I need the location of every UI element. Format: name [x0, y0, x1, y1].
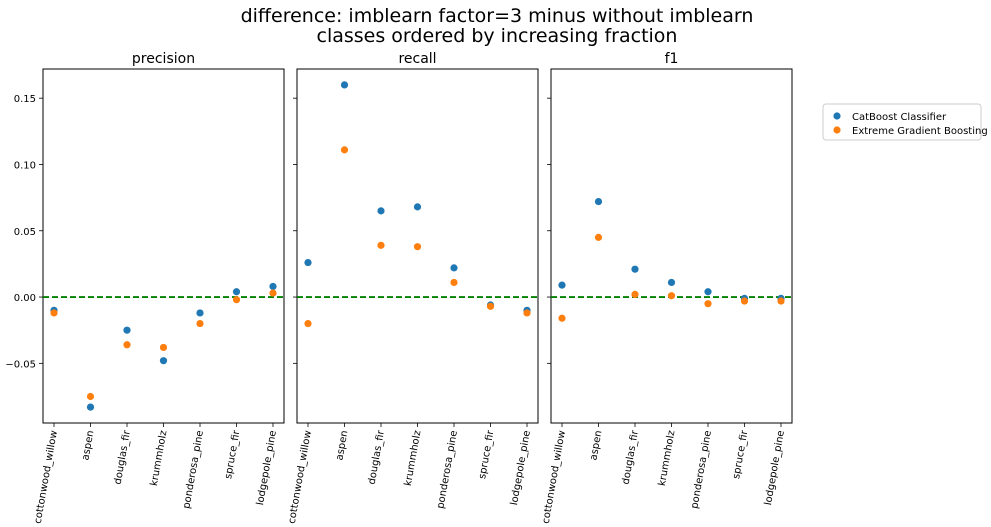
data-point [86, 392, 95, 401]
x-tick-label: aspen [334, 430, 350, 462]
data-point [269, 282, 277, 291]
x-tick-label: aspen [80, 430, 96, 462]
data-point [232, 296, 241, 304]
subplot-title: f1 [665, 51, 679, 67]
x-tick-label: ponderosa_pine [689, 430, 714, 510]
data-point [450, 264, 458, 272]
data-point [777, 297, 785, 305]
x-tick-label: lodgepole_pine [763, 430, 787, 507]
data-point [558, 314, 566, 322]
suptitle-line-2: classes ordered by increasing fraction [317, 25, 678, 47]
x-tick-label: douglas_fir [367, 429, 387, 486]
subplot-title: precision [132, 51, 195, 67]
data-point [740, 297, 749, 305]
y-tick-label: 0.00 [14, 293, 36, 304]
x-tick-label: ponderosa_pine [181, 430, 206, 510]
x-tick-label: douglas_fir [113, 429, 133, 486]
plot-frame [550, 68, 793, 424]
subplots: precision −0.05 0.00 0.05 0.10 0.15 cottonwood… [5, 51, 793, 525]
subplot-0: precision −0.05 0.00 0.05 0.10 0.15 cottonwood… [5, 51, 285, 525]
data-point [269, 289, 277, 297]
x-tick-label: cottonwood_willow [33, 430, 60, 525]
x-tick-label: lodgepole_pine [509, 430, 533, 507]
subplot-2: f1 cottonwood_willow aspen douglas_fir krumm… [541, 51, 793, 525]
data-point [377, 207, 385, 215]
data-point [667, 292, 676, 300]
legend-frame [822, 103, 982, 141]
data-point [159, 343, 168, 352]
data-point [667, 278, 676, 287]
data-point [340, 81, 349, 89]
plot-frame [42, 68, 285, 424]
legend-marker-catboost [833, 112, 841, 120]
legend: CatBoost Classifier Extreme Gradient Boo… [822, 103, 988, 141]
suptitle-line-1: difference: imblearn factor=3 minus with… [241, 5, 754, 27]
legend-label-xgboost: Extreme Gradient Boosting [852, 126, 988, 137]
legend-marker-xgboost [833, 126, 841, 134]
data-point [413, 203, 422, 211]
data-point [486, 302, 495, 310]
data-point [50, 309, 58, 317]
x-tick-label: spruce_fir [223, 429, 243, 480]
data-point [304, 319, 312, 328]
data-point [232, 288, 241, 296]
data-point [123, 341, 131, 349]
subplot-title: recall [398, 51, 436, 67]
data-point [594, 197, 603, 206]
legend-label-catboost: CatBoost Classifier [852, 112, 947, 123]
y-tick-label: 0.15 [14, 94, 36, 105]
y-tick-label: 0.10 [14, 160, 36, 171]
x-tick-label: krummholz [657, 430, 678, 487]
x-tick-label: cottonwood_willow [541, 430, 568, 525]
x-tick-label: krummholz [149, 430, 170, 487]
data-point [159, 357, 168, 365]
x-tick-label: douglas_fir [621, 429, 641, 486]
data-point [196, 319, 204, 328]
data-point [340, 146, 349, 154]
y-tick-label: −0.05 [5, 359, 36, 370]
data-point [704, 288, 712, 296]
data-point [196, 309, 204, 317]
data-point [86, 403, 95, 411]
x-tick-label: cottonwood_willow [287, 430, 314, 525]
data-point [631, 265, 639, 273]
y-tick-label: 0.05 [14, 227, 36, 238]
data-point [377, 241, 385, 249]
data-point [450, 278, 458, 287]
data-point [413, 243, 422, 251]
data-point [523, 309, 531, 317]
data-point [123, 326, 131, 334]
data-point [704, 300, 712, 308]
x-tick-label: aspen [588, 430, 604, 462]
subplot-1: recall cottonwood_willow aspen douglas_fir k… [287, 51, 539, 525]
x-tick-label: spruce_fir [477, 429, 497, 480]
data-point [631, 290, 639, 298]
data-point [594, 233, 603, 241]
x-tick-label: ponderosa_pine [435, 430, 460, 510]
x-tick-label: lodgepole_pine [255, 430, 279, 507]
data-point [304, 258, 312, 267]
x-tick-label: spruce_fir [731, 429, 751, 480]
data-point [558, 281, 566, 289]
x-tick-label: krummholz [403, 430, 424, 487]
